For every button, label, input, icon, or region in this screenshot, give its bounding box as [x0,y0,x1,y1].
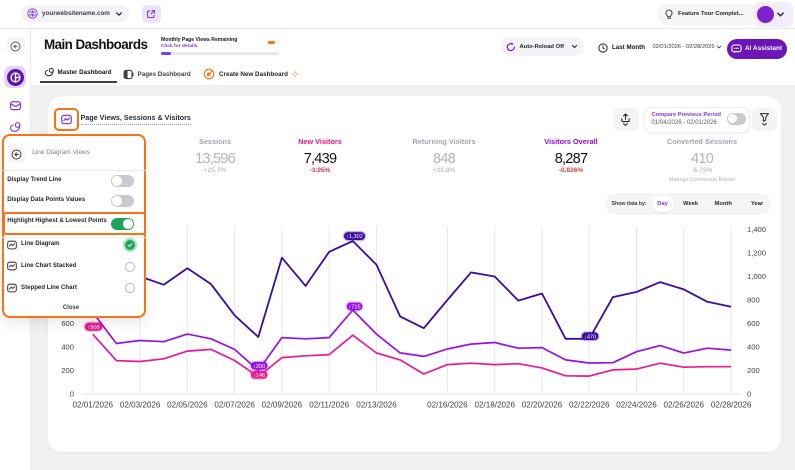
svg-text:0: 0 [70,390,74,399]
svg-text:02/09/2026: 02/09/2026 [262,401,303,410]
svg-text:600: 600 [747,319,760,328]
svg-text:↓200: ↓200 [253,364,265,370]
svg-text:↑508: ↑508 [87,325,99,331]
svg-text:02/13/2026: 02/13/2026 [356,401,397,410]
svg-text:02/07/2026: 02/07/2026 [214,401,255,410]
svg-text:↑1,302: ↑1,302 [346,234,363,240]
svg-text:600: 600 [61,319,74,328]
svg-text:0: 0 [747,390,751,399]
svg-text:400: 400 [61,343,74,352]
svg-text:02/20/2026: 02/20/2026 [522,401,563,410]
svg-text:02/16/2026: 02/16/2026 [427,401,468,410]
svg-text:1,400: 1,400 [747,225,766,234]
svg-text:02/03/2026: 02/03/2026 [120,401,161,410]
svg-text:02/18/2026: 02/18/2026 [474,401,515,410]
svg-text:800: 800 [747,296,760,305]
svg-text:1,200: 1,200 [747,249,766,258]
svg-text:↑715: ↑715 [348,305,360,311]
svg-text:1,000: 1,000 [747,272,766,281]
svg-text:200: 200 [747,366,760,375]
svg-text:02/05/2026: 02/05/2026 [167,401,208,410]
svg-text:02/22/2026: 02/22/2026 [569,401,610,410]
svg-text:↓470: ↓470 [584,334,596,340]
svg-text:200: 200 [61,366,74,375]
svg-text:02/26/2026: 02/26/2026 [664,401,705,410]
svg-text:400: 400 [747,343,760,352]
svg-text:↓146: ↓146 [253,373,265,379]
svg-text:02/28/2026: 02/28/2026 [711,401,752,410]
svg-text:02/11/2026: 02/11/2026 [309,401,349,410]
svg-text:02/01/2026: 02/01/2026 [73,401,114,410]
svg-text:02/24/2026: 02/24/2026 [616,401,657,410]
